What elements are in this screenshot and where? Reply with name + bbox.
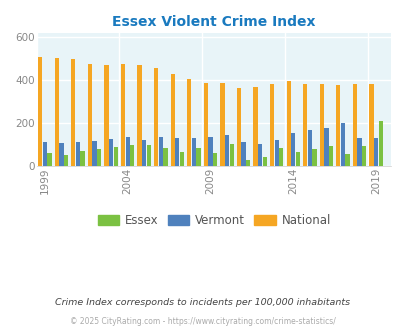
Bar bbox=[373, 138, 377, 166]
Bar bbox=[274, 140, 278, 166]
Bar bbox=[170, 74, 175, 166]
Bar bbox=[191, 138, 196, 166]
Bar bbox=[224, 135, 228, 166]
Bar bbox=[241, 142, 245, 166]
Bar bbox=[113, 147, 117, 166]
Text: Crime Index corresponds to incidents per 100,000 inhabitants: Crime Index corresponds to incidents per… bbox=[55, 298, 350, 307]
Bar bbox=[203, 83, 207, 166]
Bar bbox=[220, 83, 224, 166]
Bar bbox=[71, 59, 75, 166]
Bar bbox=[258, 144, 262, 166]
Bar bbox=[80, 151, 85, 166]
Bar bbox=[290, 133, 295, 166]
Bar bbox=[319, 84, 323, 166]
Bar bbox=[378, 121, 382, 166]
Bar bbox=[187, 79, 191, 166]
Bar bbox=[324, 128, 328, 166]
Bar bbox=[109, 139, 113, 166]
Bar bbox=[121, 64, 125, 166]
Bar bbox=[361, 146, 365, 166]
Bar bbox=[125, 137, 130, 166]
Bar bbox=[92, 141, 96, 166]
Bar bbox=[335, 85, 340, 166]
Bar bbox=[369, 84, 373, 166]
Bar bbox=[142, 140, 146, 166]
Bar bbox=[153, 68, 158, 166]
Bar bbox=[295, 152, 299, 166]
Bar bbox=[64, 155, 68, 166]
Bar bbox=[163, 148, 167, 166]
Bar bbox=[229, 144, 233, 166]
Bar bbox=[179, 152, 184, 166]
Bar bbox=[146, 145, 151, 166]
Bar bbox=[43, 142, 47, 166]
Bar bbox=[104, 65, 108, 166]
Bar bbox=[158, 137, 162, 166]
Bar bbox=[55, 58, 59, 166]
Text: © 2025 CityRating.com - https://www.cityrating.com/crime-statistics/: © 2025 CityRating.com - https://www.city… bbox=[70, 317, 335, 326]
Bar bbox=[196, 148, 200, 166]
Bar bbox=[356, 138, 361, 166]
Bar bbox=[97, 149, 101, 166]
Bar bbox=[208, 138, 212, 166]
Bar bbox=[236, 88, 241, 166]
Bar bbox=[307, 130, 311, 166]
Bar bbox=[269, 84, 273, 166]
Bar bbox=[87, 64, 92, 166]
Bar bbox=[245, 160, 250, 166]
Legend: Essex, Vermont, National: Essex, Vermont, National bbox=[93, 209, 335, 232]
Bar bbox=[279, 148, 283, 166]
Bar bbox=[311, 149, 316, 166]
Bar bbox=[286, 81, 290, 166]
Bar bbox=[38, 57, 42, 166]
Bar bbox=[302, 84, 307, 166]
Bar bbox=[175, 138, 179, 166]
Bar bbox=[130, 145, 134, 166]
Bar bbox=[137, 65, 141, 166]
Bar bbox=[352, 84, 356, 166]
Bar bbox=[76, 142, 80, 166]
Bar bbox=[262, 156, 266, 166]
Bar bbox=[253, 86, 257, 166]
Bar bbox=[59, 143, 64, 166]
Bar bbox=[328, 147, 333, 166]
Bar bbox=[213, 153, 217, 166]
Bar bbox=[340, 123, 344, 166]
Bar bbox=[47, 153, 51, 166]
Bar bbox=[345, 154, 349, 166]
Title: Essex Violent Crime Index: Essex Violent Crime Index bbox=[112, 15, 315, 29]
